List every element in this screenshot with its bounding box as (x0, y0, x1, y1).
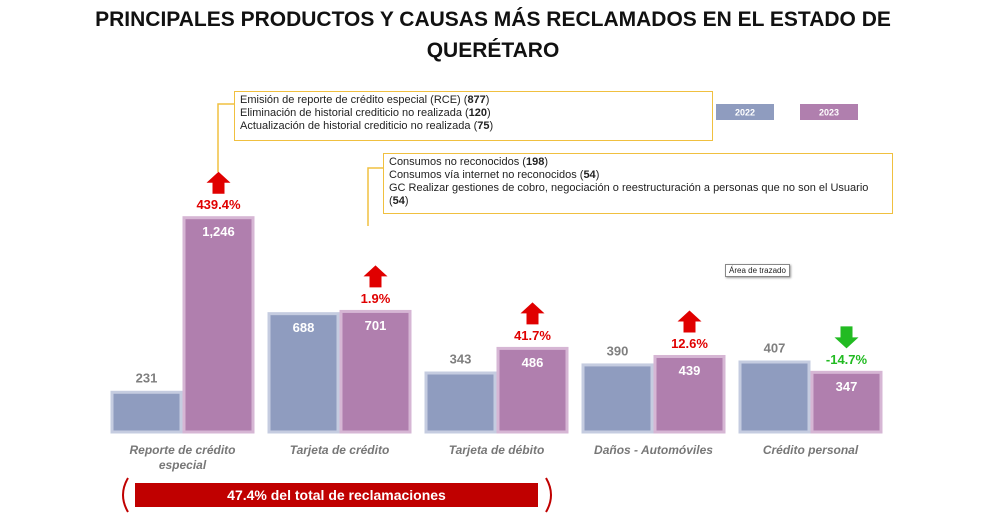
value-label: 407 (764, 340, 786, 355)
callout: Consumos no reconocidos (198) Consumos ví… (383, 153, 893, 214)
change-label: -14.7% (826, 352, 868, 367)
change-label: 439.4% (196, 197, 241, 212)
callout-line: Consumos no reconocidos (198) (389, 156, 548, 168)
bar (424, 371, 497, 434)
value-label: 486 (522, 355, 544, 370)
value-label: 347 (836, 379, 858, 394)
tooltip: Área de trazado (725, 264, 790, 277)
bar (339, 309, 412, 434)
bar (182, 216, 255, 434)
legend-swatch (800, 104, 858, 120)
value-label: 231 (136, 371, 158, 386)
change-arrow (206, 171, 231, 194)
legend-label: 2022 (735, 107, 755, 117)
connector (217, 103, 234, 172)
value-label: 439 (679, 363, 701, 378)
change-label: 12.6% (671, 336, 708, 351)
bar (738, 360, 811, 434)
bar (496, 346, 569, 434)
callout-line: GC Realizar gestiones de cobro, negociac… (389, 182, 869, 207)
change-arrow (520, 302, 545, 325)
change-arrow (834, 326, 859, 349)
bar (581, 363, 654, 434)
legend-label: 2023 (819, 107, 839, 117)
x-tick-label: Reporte de crédito especial (129, 443, 236, 472)
callout-line: Actualización de historial crediticio no… (240, 120, 494, 132)
change-label: 1.9% (361, 291, 391, 306)
change-label: 41.7% (514, 328, 551, 343)
value-label: 1,246 (202, 224, 235, 239)
x-tick-label: Daños - Automóviles (594, 443, 713, 457)
x-tick-label: Crédito personal (762, 443, 859, 457)
value-label: 343 (450, 351, 472, 366)
bar (810, 370, 883, 434)
bracket (122, 477, 129, 513)
callout-line: Emisión de reporte de crédito especial (… (240, 94, 490, 106)
x-tick-label: Tarjeta de débito (448, 443, 545, 457)
x-tick-label: Tarjeta de crédito (289, 443, 390, 457)
banner: 47.4% del total de reclamaciones (135, 483, 538, 507)
chart-title: PRINCIPALES PRODUCTOS Y CAUSAS MÁS RECLA… (95, 8, 891, 62)
callout-line: Eliminación de historial crediticio no r… (240, 107, 491, 119)
bar (110, 390, 183, 434)
value-label: 390 (607, 343, 629, 358)
value-label: 701 (365, 318, 387, 333)
change-arrow (677, 310, 702, 333)
value-label: 688 (293, 320, 315, 335)
connector (367, 167, 383, 226)
callout: Emisión de reporte de crédito especial (… (234, 91, 713, 141)
callout-line: Consumos vía internet no reconocidos (54… (389, 169, 600, 181)
change-arrow (363, 265, 388, 288)
bar (653, 354, 726, 434)
bar (267, 312, 340, 434)
bracket (545, 477, 552, 513)
legend-swatch (716, 104, 774, 120)
